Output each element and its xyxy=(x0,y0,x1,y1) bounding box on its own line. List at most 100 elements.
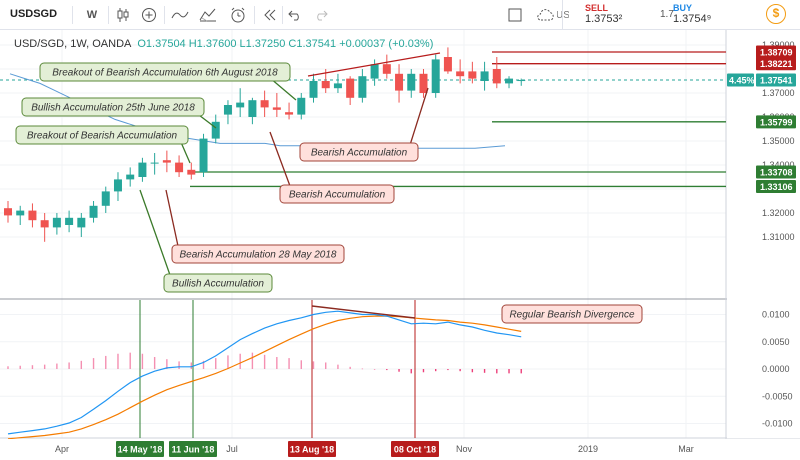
bullish-note[interactable]: Breakout of Bearish Accumulation 6th Aug… xyxy=(39,62,297,101)
price-tag-text: 1.35799 xyxy=(760,117,793,127)
month-label: Mar xyxy=(678,444,694,454)
spread-value: 1.7 xyxy=(660,9,674,20)
candle-body xyxy=(480,71,489,81)
histogram-bar xyxy=(410,369,412,374)
candle-body xyxy=(333,83,342,89)
histogram-bar xyxy=(435,369,437,372)
bearish-note[interactable]: Bearish Accumulation 28 May 2018 xyxy=(165,189,345,264)
toolbar-divider xyxy=(72,6,73,24)
date-tag-text: 11 Jun '18 xyxy=(172,445,215,455)
add-indicator-icon[interactable] xyxy=(140,5,158,25)
candle-layer xyxy=(4,47,526,242)
support-price-tag: 1.35799 xyxy=(756,115,796,129)
chart-legend: USD/SGD, 1W, OANDA O1.37504 H1.37600 L1.… xyxy=(14,38,433,50)
candle xyxy=(162,150,171,173)
buy-price[interactable]: 1.3754⁹ xyxy=(673,13,712,25)
undo-icon[interactable] xyxy=(286,5,304,25)
date-tag-bg xyxy=(169,441,217,457)
candle xyxy=(77,213,86,237)
current-price-tag: 1.37541 xyxy=(756,73,796,87)
candle-body xyxy=(126,174,135,180)
histogram-bar xyxy=(483,369,486,373)
toolbar-divider xyxy=(282,6,283,24)
candle-type-icon[interactable] xyxy=(114,5,132,25)
note-arrow xyxy=(139,189,171,276)
histogram-bar xyxy=(190,362,192,369)
candle xyxy=(187,162,196,180)
truncated-label: US xyxy=(557,9,569,21)
candle-body xyxy=(309,81,318,98)
bearish-note[interactable]: Bearish Accumulation xyxy=(269,131,395,204)
sell-price[interactable]: 1.3753² xyxy=(585,13,623,25)
note-box xyxy=(279,184,395,204)
resistance-price-tag: 1.38221 xyxy=(756,57,796,71)
cloud-icon[interactable] xyxy=(535,5,557,25)
date-marker-tag[interactable]: 08 Oct '18 xyxy=(391,441,439,457)
histogram-bar xyxy=(80,360,83,369)
toolbar-divider xyxy=(164,6,165,24)
bullish-note[interactable]: Bullish Accumulation xyxy=(139,189,273,293)
candle-body xyxy=(101,191,110,206)
candle-body xyxy=(272,107,281,110)
alert-clock-icon[interactable] xyxy=(228,5,248,25)
annotation-layer: Breakout of Bearish Accumulation 6th Aug… xyxy=(15,62,643,324)
date-tag-bg xyxy=(288,441,336,457)
candle xyxy=(28,203,37,228)
redo-icon[interactable] xyxy=(312,5,330,25)
bearish-note[interactable]: Bearish Accumulation xyxy=(299,87,429,162)
price-tag-bg xyxy=(756,57,796,71)
note-arrow xyxy=(165,189,179,247)
note-text: Bearish Accumulation xyxy=(289,190,386,201)
templates-icon[interactable] xyxy=(198,5,218,25)
bearish-note[interactable]: Regular Bearish Divergence xyxy=(501,304,643,324)
change-tag-bg xyxy=(727,73,754,87)
date-marker-tag[interactable]: 13 Aug '18 xyxy=(288,441,336,457)
top-toolbar: USDSGD W US SELL 1.3753² 1.7 BUY 1.3754⁹… xyxy=(0,0,800,30)
toolbar-divider xyxy=(108,6,109,24)
dollar-icon[interactable]: $ xyxy=(766,4,786,24)
date-tag-text: 08 Oct '18 xyxy=(394,445,436,455)
note-arrow xyxy=(269,77,297,101)
histogram-bar xyxy=(129,352,131,369)
bullish-note[interactable]: Breakout of Bearish Accumulation xyxy=(15,125,191,164)
price-tag-text: 1.33708 xyxy=(760,168,793,178)
histogram-bar xyxy=(43,364,46,369)
layout-square-icon[interactable] xyxy=(506,5,524,25)
legend-title[interactable]: USD/SGD, 1W, OANDA xyxy=(14,38,132,50)
date-marker-tag[interactable]: 14 May '18 xyxy=(116,441,164,457)
histogram-bar xyxy=(337,364,339,369)
note-box xyxy=(163,273,273,293)
candle xyxy=(382,54,391,79)
bullish-note[interactable]: Bullish Accumulation 25th June 2018 xyxy=(21,97,217,129)
candle-body xyxy=(40,220,49,228)
interval-button[interactable]: W xyxy=(86,9,98,21)
macd-tick-label: -0.0050 xyxy=(762,391,793,401)
buy-label[interactable]: BUY xyxy=(673,3,693,13)
note-text: Bullish Accumulation 25th June 2018 xyxy=(31,103,195,114)
histogram-bar xyxy=(276,357,278,369)
histogram-bar xyxy=(496,369,498,374)
candle-body xyxy=(456,71,465,77)
candle-body xyxy=(28,210,37,221)
candle xyxy=(248,97,257,125)
resistance-price-tag: 1.38709 xyxy=(756,45,796,59)
price-tick-label: 1.34000 xyxy=(762,160,795,170)
macd-tick-label: -0.0100 xyxy=(762,419,793,429)
sell-label[interactable]: SELL xyxy=(585,3,609,13)
toolbar-divider xyxy=(254,6,255,24)
candle xyxy=(505,76,514,89)
histogram-bar xyxy=(508,369,510,374)
price-tick-label: 1.32000 xyxy=(762,208,795,218)
replay-icon[interactable] xyxy=(260,5,280,25)
trendline xyxy=(307,52,441,77)
chart-grid xyxy=(0,30,800,460)
histogram-bar xyxy=(263,354,266,369)
note-text: Bearish Accumulation 28 May 2018 xyxy=(180,250,337,261)
date-marker-tag[interactable]: 11 Jun '18 xyxy=(169,441,217,457)
candle-body xyxy=(468,71,477,79)
candle xyxy=(272,93,281,117)
histogram-bar xyxy=(373,369,376,370)
indicators-icon[interactable] xyxy=(170,5,190,25)
symbol-name[interactable]: USDSGD xyxy=(10,8,58,20)
